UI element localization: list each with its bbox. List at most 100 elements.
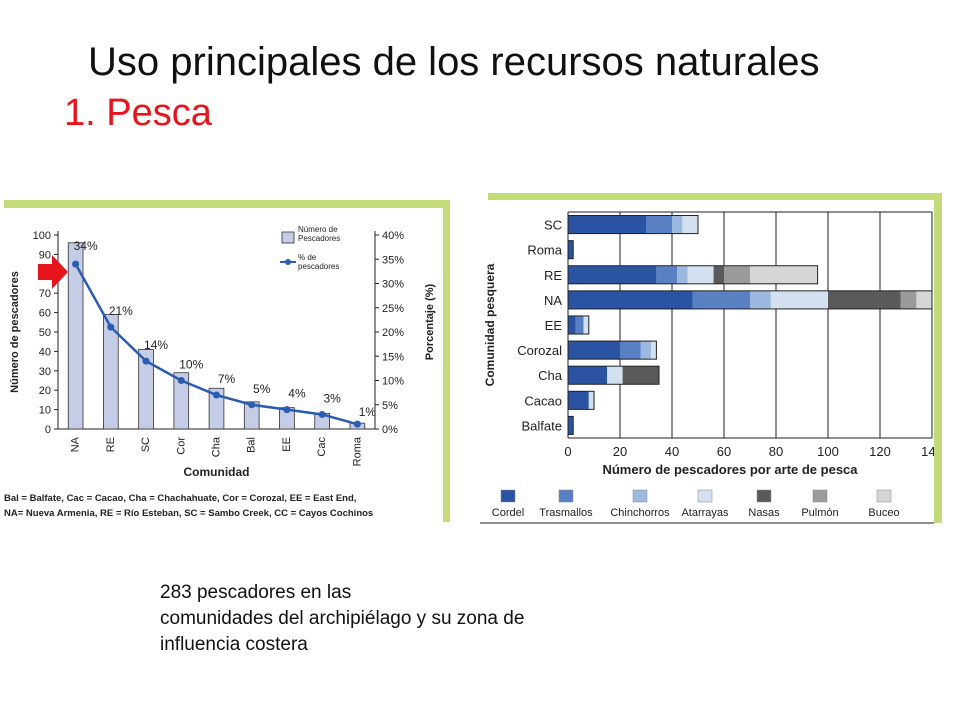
y-tick-label: Corozal [517,343,562,358]
fishers-by-community-chart: 01020304050607080901000%5%10%15%20%25%30… [4,225,436,519]
percent-point [318,410,326,418]
percent-point [353,420,361,428]
stack-segment [568,416,574,435]
y-right-tick-label: 25% [382,303,404,315]
x-tick-label: Cac [316,437,328,457]
stack-segment [750,290,771,309]
x-tick-label: EE [281,437,293,452]
stack-segment [656,265,678,284]
y-right-tick-label: 0% [382,424,398,436]
y-tick-label: 30 [39,366,51,378]
x-tick-label: SC [140,437,152,452]
stack-segment [568,240,574,259]
legend-swatch [500,489,516,503]
stack-segment [568,366,607,385]
y-tick-label: 50 [39,327,51,339]
fishing-gear-stacked-chart: 0 20 40 60 80 100 120 140 SC Roma RE NA EE Corozal Cha… [480,211,943,524]
stack-segment [646,215,672,234]
stack-segment [568,215,646,234]
x-tick-label: RE [105,437,117,452]
data-label: 21% [109,304,133,318]
data-label: 14% [144,338,168,352]
data-label: 4% [288,387,306,401]
stack-outline [567,390,595,410]
stack-outline [567,290,933,310]
y-axis-title: Comunidad pesquera [483,263,497,386]
percent-point [213,391,220,399]
x-tick-label: Cha [211,436,223,457]
bar [208,387,225,430]
y-right-tick-label: 30% [382,279,404,291]
x-tick-label: 120 [869,444,891,459]
y-tick-label: NA [544,293,562,308]
x-tick-label: 0 [564,444,571,459]
stack-segment [692,290,750,309]
x-tick-label: Bal [246,437,258,453]
y-tick-label: SC [544,218,562,233]
footnote-line: Bal = Balfate, Cac = Cacao, Cha = Chacha… [4,493,356,504]
x-axis-title: Comunidad [184,465,250,479]
data-label: 1% [359,405,377,419]
stack-segment [713,265,724,284]
x-tick-label: 40 [665,444,679,459]
stack-outline [567,240,574,260]
y-right-tick-label: 20% [382,327,404,339]
y-tick-label: Cha [538,368,563,383]
x-axis-title: Número de pescadores por arte de pesca [602,462,858,477]
y-axis-title: Número de pescadores [9,271,21,393]
y-right-axis-title: Porcentaje (%) [424,283,436,360]
footnote-line: NA= Nueva Armenia, RE = Río Esteban, SC … [4,508,373,519]
y-tick-label: EE [545,318,563,333]
stack-segment [672,215,683,234]
slide-caption: 283 pescadores en las comunidades del ar… [160,580,524,658]
percent-point [72,260,80,268]
legend-swatch [697,489,713,503]
legend-label: Pulmón [801,507,838,519]
stack-outline [567,340,657,360]
stack-segment [687,265,714,284]
stack-outline [567,365,660,385]
y-tick-label: 20 [39,385,51,397]
y-tick-label: 70 [39,288,51,300]
stack-segment [622,366,659,385]
right-chart-panel: 0 20 40 60 80 100 120 140 SC Roma RE NA EE Corozal Cha… [480,200,943,524]
stack-segment [588,391,594,410]
x-tick-label: Cor [175,437,187,455]
y-tick-label: Roma [527,243,562,258]
legend-label: Cordel [492,507,524,519]
stack-segment [607,366,623,385]
percent-point [283,406,291,414]
legend-label: Trasmallos [539,507,593,519]
slide-title: Uso principales de los recursos naturale… [88,40,820,84]
x-tick-label: 80 [769,444,783,459]
data-label: 5% [253,382,271,396]
stack-segment [575,315,584,335]
y-right-tick-label: 5% [382,400,398,412]
stack-segment [568,265,657,284]
percent-point [107,323,115,331]
x-tick-label: 140 [921,444,934,459]
stack-segment [682,215,698,234]
x-tick-label: 20 [613,444,627,459]
x-tick-label: NA [70,436,82,452]
stack-outline [567,315,590,335]
legend-swatch [812,489,828,503]
legend-swatch [876,489,892,503]
bar [67,242,84,430]
stack-segment [900,290,917,309]
legend-label: % de [298,253,317,262]
data-label: 34% [74,239,98,253]
stack-segment [568,391,589,410]
y-right-tick-label: 15% [382,351,404,363]
x-tick-label: 60 [717,444,731,459]
x-tick-label: 100 [817,444,839,459]
stack-segment [724,265,750,284]
data-label: 7% [218,372,236,386]
y-right-tick-label: 10% [382,376,404,388]
data-label: 3% [323,391,341,405]
left-chart-panel: 01020304050607080901000%5%10%15%20%25%30… [0,208,443,525]
caption-line: 283 pescadores en las [160,582,352,603]
y-tick-label: 0 [45,424,51,436]
legend-label: Buceo [868,507,899,519]
stack-segment [620,341,641,360]
